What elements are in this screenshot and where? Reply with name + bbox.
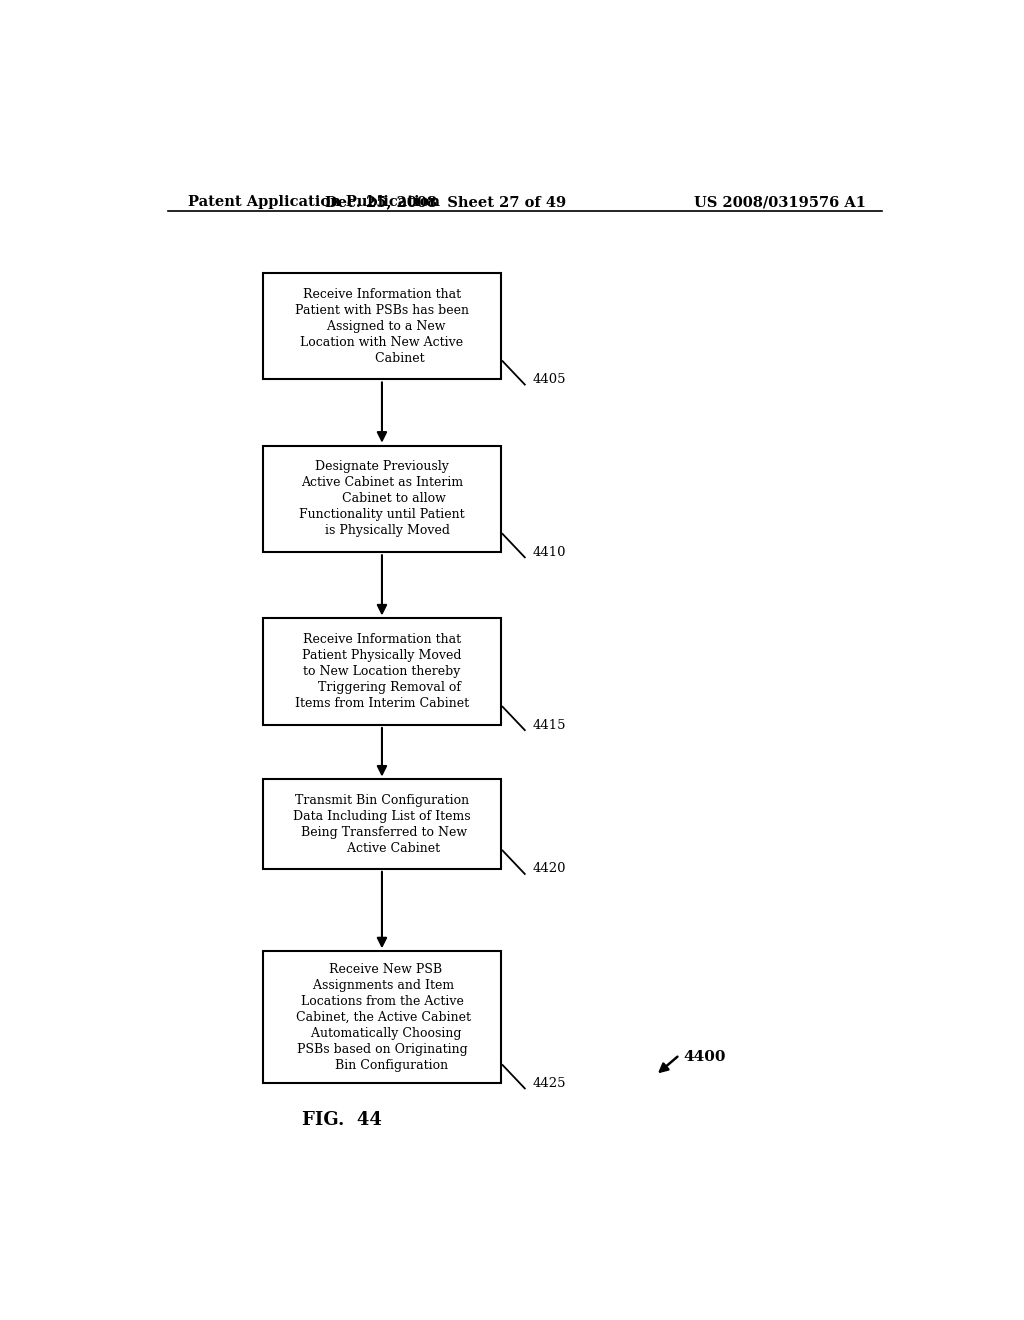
Text: Patent Application Publication: Patent Application Publication (187, 195, 439, 209)
Bar (263, 779, 501, 869)
Text: 4400: 4400 (684, 1049, 726, 1064)
Bar (263, 618, 501, 725)
Text: 4420: 4420 (532, 862, 566, 875)
Text: Receive Information that
Patient Physically Moved
to New Location thereby
    Tr: Receive Information that Patient Physica… (295, 634, 469, 710)
Bar (263, 446, 501, 552)
Text: 4405: 4405 (532, 374, 566, 385)
Text: Dec. 25, 2008  Sheet 27 of 49: Dec. 25, 2008 Sheet 27 of 49 (325, 195, 566, 209)
Text: Receive Information that
Patient with PSBs has been
  Assigned to a New
Location: Receive Information that Patient with PS… (295, 288, 469, 364)
Text: Designate Previously
Active Cabinet as Interim
      Cabinet to allow
Functional: Designate Previously Active Cabinet as I… (299, 461, 465, 537)
Text: 4425: 4425 (532, 1077, 566, 1090)
Text: US 2008/0319576 A1: US 2008/0319576 A1 (694, 195, 866, 209)
Text: 4415: 4415 (532, 718, 566, 731)
Text: Receive New PSB
 Assignments and Item
Locations from the Active
 Cabinet, the Ac: Receive New PSB Assignments and Item Loc… (293, 962, 471, 1072)
Bar (263, 273, 501, 379)
Text: Transmit Bin Configuration
Data Including List of Items
 Being Transferred to Ne: Transmit Bin Configuration Data Includin… (293, 793, 471, 854)
Text: 4410: 4410 (532, 545, 566, 558)
Bar (263, 952, 501, 1084)
Text: FIG.  44: FIG. 44 (302, 1111, 382, 1129)
